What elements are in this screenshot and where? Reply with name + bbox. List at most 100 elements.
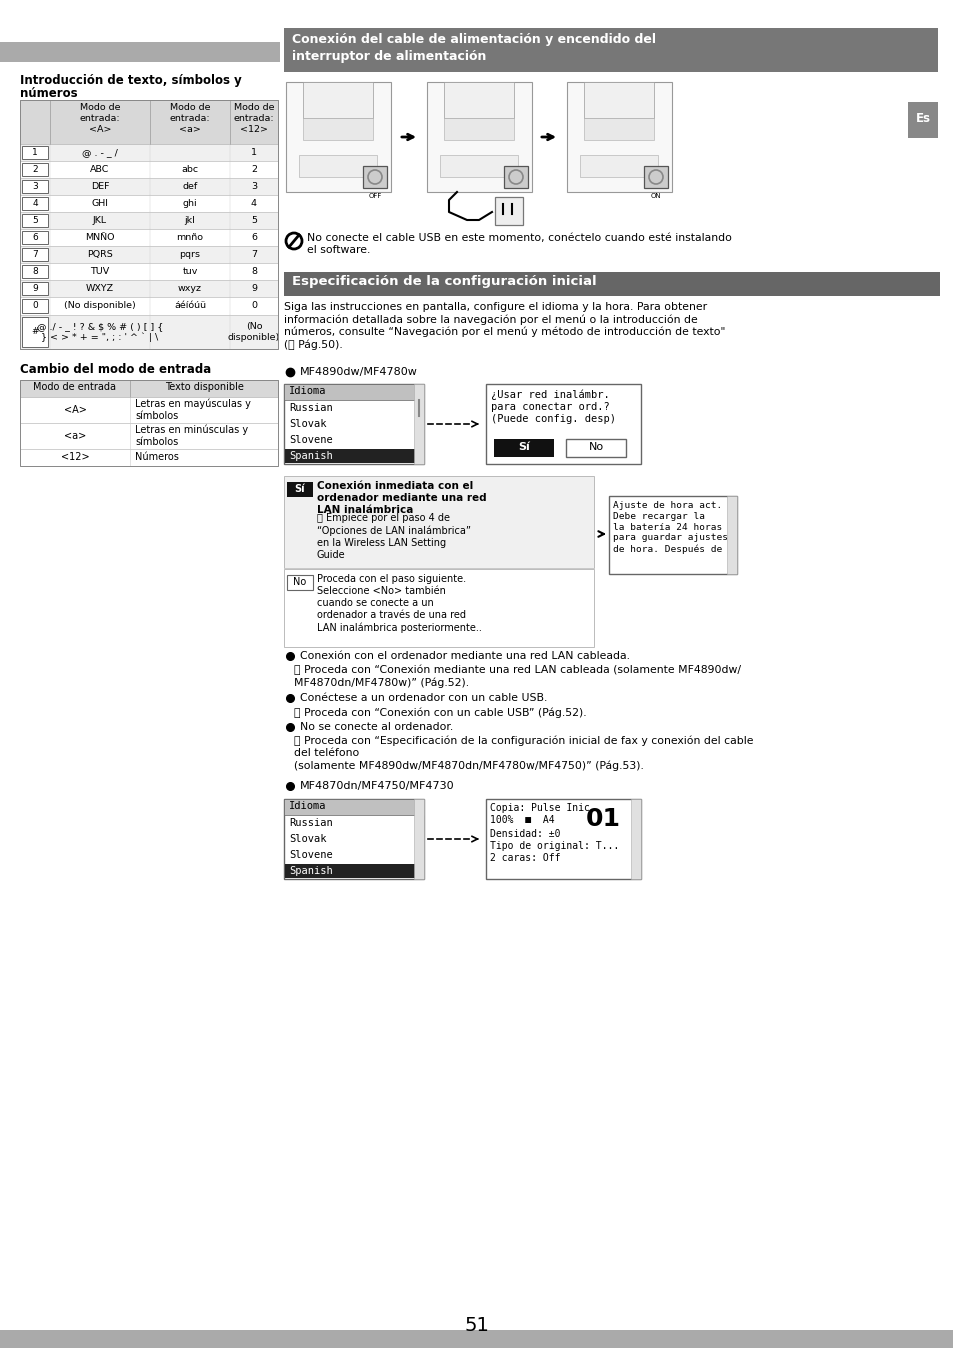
Bar <box>22 181 48 193</box>
Text: pqrs: pqrs <box>179 249 200 259</box>
Bar <box>22 266 48 278</box>
Bar <box>303 82 373 119</box>
Text: 3: 3 <box>251 182 256 191</box>
Text: 8: 8 <box>251 267 256 276</box>
Text: Densidad: ±0: Densidad: ±0 <box>490 829 560 838</box>
Bar <box>494 439 554 457</box>
Bar <box>583 119 654 140</box>
Text: Modo de
entrada:
<A>: Modo de entrada: <A> <box>80 102 120 133</box>
Bar <box>485 384 640 464</box>
Text: MF4870dn/MF4750/MF4730: MF4870dn/MF4750/MF4730 <box>299 780 455 791</box>
Text: Sí: Sí <box>294 484 305 493</box>
Bar <box>284 476 594 568</box>
Bar <box>22 197 48 210</box>
Text: Proceda con el paso siguiente.
Seleccione <No> también
cuando se conecte a un
or: Proceda con el paso siguiente. Seleccion… <box>316 574 481 632</box>
Text: Modo de
entrada:
<a>: Modo de entrada: <a> <box>170 102 210 133</box>
Text: MNÑO: MNÑO <box>85 233 114 243</box>
Text: Es: Es <box>915 112 929 124</box>
Text: Spanish: Spanish <box>289 452 333 461</box>
Text: ghi: ghi <box>182 200 197 208</box>
Bar <box>286 82 391 191</box>
Text: @ . - _ /: @ . - _ / <box>82 148 118 156</box>
Bar <box>285 864 422 878</box>
Bar <box>20 245 277 263</box>
Bar <box>565 439 625 457</box>
Bar <box>414 799 423 879</box>
Text: 9: 9 <box>251 284 256 293</box>
Text: Cambio del modo de entrada: Cambio del modo de entrada <box>20 363 211 376</box>
Bar <box>284 272 939 297</box>
Text: 0: 0 <box>251 302 256 310</box>
Text: 5: 5 <box>251 216 256 225</box>
Bar <box>579 155 658 177</box>
Text: números: números <box>20 88 77 100</box>
Bar <box>20 195 277 212</box>
Text: 7: 7 <box>32 249 38 259</box>
Bar <box>284 799 423 816</box>
Text: 1: 1 <box>32 148 38 156</box>
Text: 8: 8 <box>32 267 38 276</box>
Text: Slovene: Slovene <box>289 435 333 445</box>
Text: No: No <box>588 442 603 452</box>
Bar <box>495 197 522 225</box>
Bar <box>20 160 277 178</box>
Bar <box>20 144 277 160</box>
Text: JKL: JKL <box>92 216 107 225</box>
Bar <box>20 100 277 349</box>
Text: No conecte el cable USB en este momento, conéctelo cuando esté instalando
el sof: No conecte el cable USB en este momento,… <box>307 233 731 255</box>
Text: ABC: ABC <box>91 164 110 174</box>
Text: 3: 3 <box>32 182 38 191</box>
Text: 7: 7 <box>251 249 256 259</box>
Bar <box>20 280 277 297</box>
Text: Especificación de la configuración inicial: Especificación de la configuración inici… <box>292 275 596 288</box>
Text: 2: 2 <box>32 164 38 174</box>
Text: 0: 0 <box>32 302 38 310</box>
Text: Idioma: Idioma <box>289 386 326 396</box>
Text: Spanish: Spanish <box>289 865 333 876</box>
Bar <box>485 799 640 879</box>
Bar <box>284 569 594 647</box>
Bar <box>20 100 277 144</box>
Text: Introducción de texto, símbolos y: Introducción de texto, símbolos y <box>20 74 241 88</box>
Bar <box>20 449 277 466</box>
Text: (No
disponible): (No disponible) <box>228 322 280 342</box>
Text: Conexión del cable de alimentación y encendido del: Conexión del cable de alimentación y enc… <box>292 32 656 46</box>
Bar <box>20 380 277 398</box>
Text: 2: 2 <box>251 164 256 174</box>
Text: ⓒ Proceda con “Conexión con un cable USB” (Pág.52).: ⓒ Proceda con “Conexión con un cable USB… <box>294 706 586 717</box>
Text: <a>: <a> <box>64 431 86 441</box>
Bar <box>0 1330 953 1348</box>
Text: interruptor de alimentación: interruptor de alimentación <box>292 50 486 63</box>
Text: Modo de entrada: Modo de entrada <box>33 381 116 392</box>
Text: jkl: jkl <box>185 216 195 225</box>
Bar <box>363 166 387 187</box>
Text: wxyz: wxyz <box>178 284 202 293</box>
Bar <box>287 483 313 497</box>
Bar <box>284 384 423 464</box>
Text: TUV: TUV <box>91 267 110 276</box>
Bar <box>22 282 48 295</box>
Text: Slovene: Slovene <box>289 851 333 860</box>
Text: ⓒ Empiece por el paso 4 de
“Opciones de LAN inalámbrica”
en la Wireless LAN Sett: ⓒ Empiece por el paso 4 de “Opciones de … <box>316 514 471 559</box>
Bar <box>20 297 277 315</box>
Text: DEF: DEF <box>91 182 110 191</box>
Bar <box>907 102 937 137</box>
Bar <box>303 119 373 140</box>
Bar <box>284 28 937 71</box>
Text: ⓒ Proceda con “Especificación de la configuración inicial de fax y conexión del : ⓒ Proceda con “Especificación de la conf… <box>294 736 753 771</box>
Text: WXYZ: WXYZ <box>86 284 114 293</box>
Text: <12>: <12> <box>61 453 90 462</box>
Bar <box>726 496 737 574</box>
Bar <box>22 231 48 244</box>
Bar <box>298 155 376 177</box>
Text: Slovak: Slovak <box>289 834 326 844</box>
Text: 100%  ■  A4: 100% ■ A4 <box>490 816 554 825</box>
Text: #: # <box>31 328 39 337</box>
Bar <box>20 178 277 195</box>
Text: Texto disponible: Texto disponible <box>164 381 243 392</box>
Text: 4: 4 <box>32 200 38 208</box>
Bar <box>20 212 277 229</box>
Bar <box>20 380 277 466</box>
Text: Slovak: Slovak <box>289 419 326 429</box>
Bar <box>643 166 667 187</box>
